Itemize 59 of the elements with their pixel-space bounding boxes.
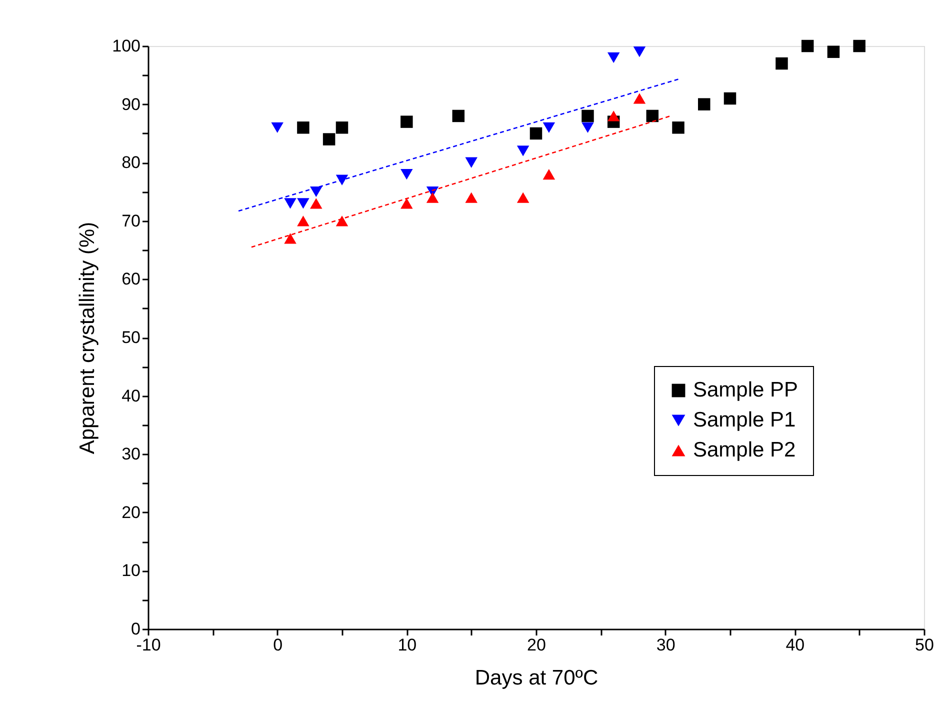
y-tick-label: 90: [122, 94, 140, 114]
point: [516, 192, 530, 203]
point: [582, 122, 594, 133]
point: [322, 133, 336, 146]
point: [297, 121, 310, 134]
point: [400, 168, 413, 180]
point: [284, 198, 296, 209]
y-tick-label: 80: [122, 153, 140, 172]
y-axis-title: Apparent crystallinity (%): [76, 222, 100, 454]
point: [607, 52, 620, 63]
point: [827, 46, 840, 58]
point: [516, 146, 530, 156]
point: [542, 168, 556, 180]
point: [724, 92, 736, 105]
x-tick-label: 50: [915, 636, 934, 654]
point: [284, 233, 296, 244]
y-tick-label: 70: [122, 211, 140, 230]
point: [400, 116, 413, 128]
y-tick-label: 20: [122, 502, 140, 522]
point: [853, 40, 866, 52]
point: [698, 98, 710, 110]
x-tick-label: 20: [527, 636, 546, 654]
point: [426, 192, 439, 203]
y-tick-label: 10: [122, 561, 140, 580]
x-tick-label: 40: [786, 636, 805, 654]
y-tick-label: 0: [131, 620, 140, 638]
legend-label: Sample P2: [693, 438, 796, 462]
point: [310, 198, 322, 209]
point: [672, 121, 684, 134]
point: [582, 110, 594, 122]
point: [776, 57, 788, 70]
legend-label: Sample P1: [693, 408, 796, 432]
y-tick-label: 100: [112, 36, 140, 56]
point: [336, 216, 348, 226]
y-tick-label: 60: [122, 270, 140, 289]
legend-label: Sample PP: [693, 378, 798, 402]
point: [607, 110, 620, 122]
point: [336, 121, 348, 134]
point: [297, 216, 310, 226]
point: [801, 40, 814, 52]
point: [297, 198, 310, 209]
x-tick-label: -10: [136, 636, 161, 654]
point: [465, 192, 478, 203]
x-axis-title: Days at 70ºC: [474, 666, 598, 690]
point: [400, 198, 413, 209]
x-tick-label: 30: [656, 636, 676, 654]
point: [465, 157, 478, 168]
y-tick-label: 30: [122, 444, 140, 464]
point: [452, 110, 465, 122]
x-tick-label: 0: [273, 636, 283, 654]
point: [646, 110, 659, 122]
point: [633, 93, 646, 104]
x-tick-label: 10: [398, 636, 417, 654]
point: [633, 46, 646, 58]
point: [530, 127, 542, 140]
y-tick-label: 50: [122, 328, 140, 347]
point: [542, 122, 556, 133]
point: [271, 122, 284, 133]
y-tick-label: 40: [122, 386, 140, 406]
